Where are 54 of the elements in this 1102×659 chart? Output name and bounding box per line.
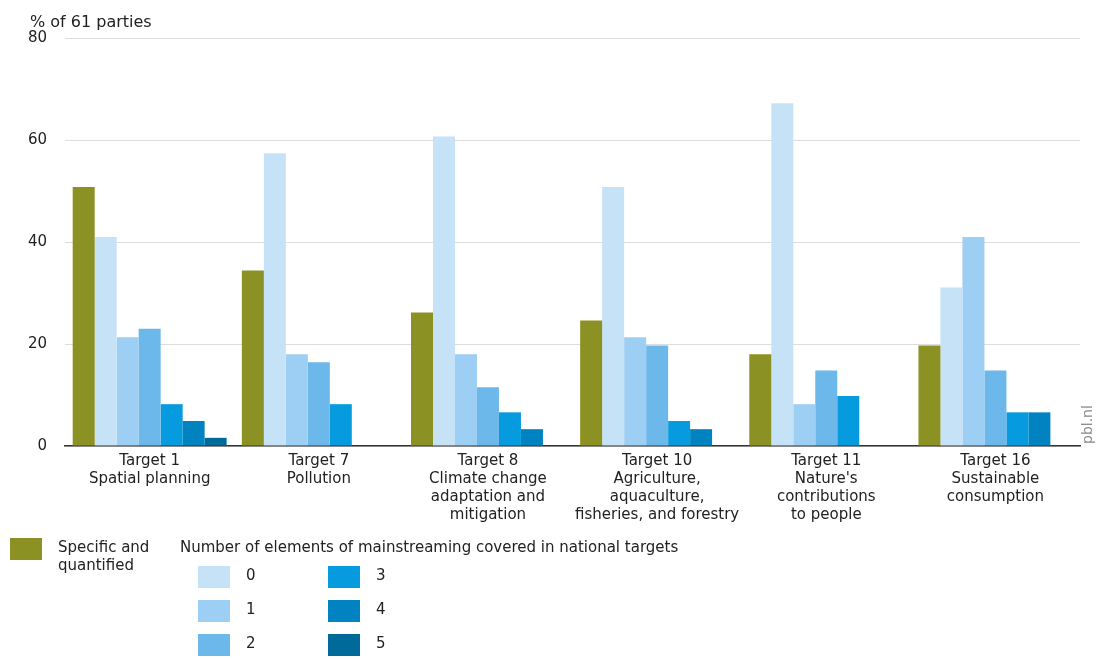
bar xyxy=(94,236,117,446)
y-tick-label: 60 xyxy=(27,129,48,148)
legend-label: 5 xyxy=(376,634,386,652)
x-tick-label: Target 11 Nature's contributions to people xyxy=(776,450,876,523)
bar xyxy=(690,429,713,446)
bar xyxy=(498,412,521,446)
annotation: pbl.nl xyxy=(1078,405,1095,444)
bar xyxy=(432,136,455,446)
legend-label: 4 xyxy=(376,600,386,618)
bar xyxy=(204,437,227,446)
bar xyxy=(793,404,816,446)
bar xyxy=(668,421,691,446)
bar xyxy=(116,337,139,446)
y-tick-label: 0 xyxy=(37,435,48,454)
bar xyxy=(624,337,647,446)
bar xyxy=(454,354,477,446)
bar xyxy=(520,429,543,446)
bar xyxy=(984,370,1007,446)
x-tick-label: Target 16 Sustainable consumption xyxy=(946,450,1044,505)
legend-label: 3 xyxy=(376,566,386,584)
bar xyxy=(1028,412,1051,446)
bar xyxy=(241,270,264,446)
legend-title: Number of elements of mainstreaming covered in national targets xyxy=(180,538,679,556)
bar xyxy=(285,354,308,446)
bar xyxy=(182,421,205,446)
bar xyxy=(646,345,669,446)
x-tick-label: Target 7 Pollution xyxy=(286,450,351,487)
bar xyxy=(263,153,286,446)
bar xyxy=(411,312,433,446)
bar xyxy=(72,186,95,446)
bar xyxy=(580,320,603,446)
legend-label: Specific and quantified xyxy=(58,538,151,574)
bar xyxy=(307,362,330,446)
legend-label: 0 xyxy=(246,566,256,584)
y-tick-label: 20 xyxy=(27,333,48,352)
legend-label: 1 xyxy=(246,600,256,618)
bar xyxy=(1006,412,1029,446)
bar xyxy=(918,345,941,446)
bar xyxy=(329,404,352,446)
x-tick-label: Target 1 Spatial planning xyxy=(88,450,211,487)
bar xyxy=(815,370,838,446)
x-tick-label: Target 10 Agriculture, aquaculture, fisheries, and forestry xyxy=(575,450,740,523)
bar xyxy=(602,186,625,446)
legend-label: 2 xyxy=(246,634,256,652)
bar xyxy=(749,354,772,446)
bar xyxy=(940,287,963,446)
bar xyxy=(962,236,985,446)
y-tick-label: 40 xyxy=(27,231,48,250)
bar xyxy=(160,404,183,446)
bar xyxy=(837,396,860,446)
bar xyxy=(138,328,161,446)
x-tick-label: Target 8 Climate change adaptation and mitigation xyxy=(429,450,547,523)
bar xyxy=(771,103,794,446)
bar xyxy=(476,387,499,446)
